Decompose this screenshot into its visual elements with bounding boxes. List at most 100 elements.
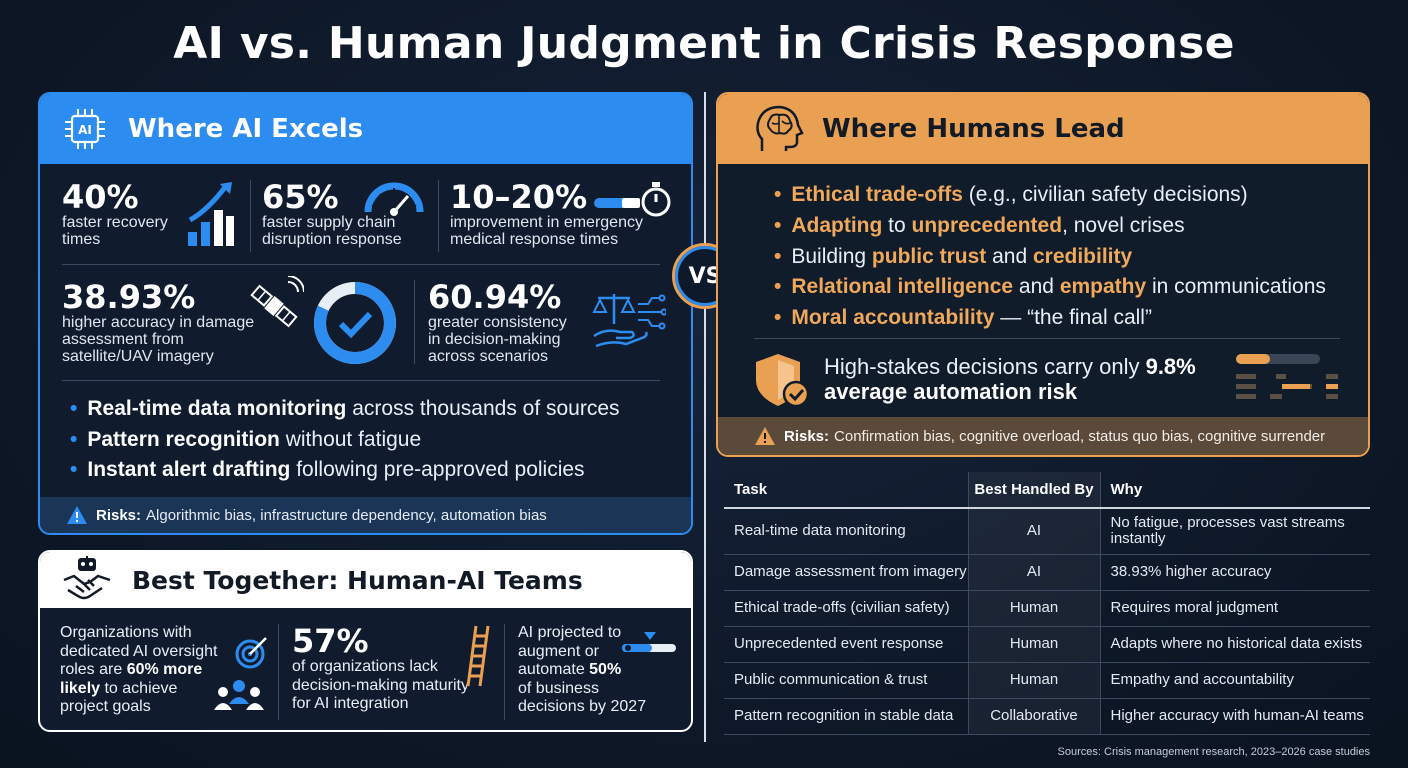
stat-desc: medical response times: [450, 231, 619, 248]
list-item: • Real-time data monitoring across thousa…: [70, 397, 620, 420]
stat-value: 57%: [292, 622, 369, 660]
divider: [278, 624, 279, 720]
risks-label: Risks:: [96, 506, 142, 524]
ai-excels-panel: AI Where AI Excels 40% faster recovery t…: [38, 92, 693, 535]
table-row: Pattern recognition in stable data Colla…: [724, 698, 1370, 735]
table-cell: AI: [967, 508, 1101, 555]
table-cell: Higher accuracy with human-AI teams: [1100, 698, 1370, 735]
stat-desc: satellite/UAV imagery: [62, 348, 214, 365]
ai-capabilities-list: • Real-time data monitoring across thousa…: [70, 394, 620, 486]
stat-desc: higher accuracy in damage: [62, 314, 255, 331]
scales-hand-icon: [592, 288, 668, 355]
team-panel-title: Best Together: Human-AI Teams: [132, 565, 583, 595]
handshake-robot-icon: [63, 556, 111, 600]
stat-desc: greater consistency: [428, 314, 567, 331]
stat-damage-accuracy: 38.93% higher accuracy in damage assessm…: [62, 280, 254, 365]
table-cell: Collaborative: [967, 698, 1101, 735]
table-cell: Damage assessment from imagery: [724, 554, 968, 591]
stakes-text: High-stakes decisions carry only: [824, 354, 1146, 379]
table-cell: Human: [967, 626, 1101, 663]
stat-medical: 10–20% improvement in emergency medical …: [450, 180, 643, 248]
humans-panel-title: Where Humans Lead: [822, 114, 1125, 144]
table-cell: No fatigue, processes vast streams insta…: [1100, 508, 1370, 555]
list-item: • Adapting to unprecedented, novel crises: [774, 213, 1185, 237]
table-cell: 38.93% higher accuracy: [1100, 554, 1370, 591]
table-row: Damage assessment from imagery AI 38.93%…: [724, 554, 1370, 591]
stat-recovery: 40% faster recovery times: [62, 180, 168, 248]
brain-head-icon: [756, 105, 804, 151]
ladder-icon: [458, 624, 492, 693]
stat-value: 65%: [262, 178, 339, 216]
warning-icon: [755, 427, 775, 445]
stat-desc: faster recovery: [62, 214, 168, 231]
table-header-row: Task Best Handled By Why: [724, 472, 1370, 509]
checkmark-donut-icon: [312, 280, 398, 371]
list-item: • Ethical trade-offs (e.g., civilian safe…: [774, 183, 1248, 206]
list-item: • Pattern recognition without fatigue: [70, 427, 422, 451]
table-cell: Adapts where no historical data exists: [1100, 626, 1370, 663]
target-icon: [234, 634, 270, 675]
stakes-value: 9.8%: [1145, 354, 1196, 379]
table-cell: Empathy and accountability: [1100, 662, 1370, 699]
table-row: Unprecedented event response Human Adapt…: [724, 626, 1370, 663]
stakes-subtext: average automation risk: [824, 379, 1078, 404]
list-item: • Instant alert drafting following pre-ap…: [70, 458, 585, 481]
stat-desc: across scenarios: [428, 348, 549, 365]
list-item: • Relational intelligence and empathy in …: [774, 275, 1326, 299]
stat-value: 10–20%: [450, 178, 588, 216]
risk-bars-icon: [1236, 354, 1340, 409]
stat-desc: faster supply chain: [262, 214, 396, 231]
stat-value: 60.94%: [428, 278, 562, 316]
automation-risk-stat: High-stakes decisions carry only 9.8% av…: [824, 354, 1196, 404]
table-cell: Ethical trade-offs (civilian safety): [724, 590, 968, 627]
humans-lead-panel: Where Humans Lead • Ethical trade-offs (e…: [716, 92, 1370, 457]
gauge-icon: [362, 178, 426, 223]
oversight-stat: Organizations with dedicated AI oversigh…: [60, 624, 218, 715]
stat-desc: improvement in emergency: [450, 214, 643, 231]
divider: [504, 624, 505, 720]
stat-value: 40%: [62, 178, 139, 216]
divider: [250, 180, 251, 252]
list-item: • Moral accountability — “the final call”: [774, 306, 1152, 330]
table-cell: Real-time data monitoring: [724, 508, 968, 555]
stat-desc: disruption response: [262, 231, 402, 248]
table-cell: Human: [967, 662, 1101, 699]
table-cell: Public communication & trust: [724, 662, 968, 699]
stat-supply-chain: 65% faster supply chain disruption respo…: [262, 180, 402, 248]
task-comparison-table: Task Best Handled By Why Real-time data …: [724, 472, 1370, 735]
stat-value: 38.93%: [62, 278, 196, 316]
ai-panel-title: Where AI Excels: [128, 114, 364, 144]
ai-panel-header: AI Where AI Excels: [40, 94, 691, 164]
automation-projection-stat: AI projected to augment or automate 50% …: [518, 624, 647, 715]
sources-note: Sources: Crisis management research, 202…: [1057, 746, 1370, 758]
team-panel-header: Best Together: Human-AI Teams: [40, 552, 691, 608]
ai-risks-bar: Risks: Algorithmic bias, infrastructure …: [40, 497, 691, 533]
humans-panel-header: Where Humans Lead: [718, 94, 1368, 164]
divider: [62, 264, 660, 265]
table-cell: Pattern recognition in stable data: [724, 698, 968, 735]
column-header: Why: [1100, 472, 1370, 509]
divider: [754, 338, 1340, 339]
slider-arrow-icon: [620, 630, 680, 665]
satellite-icon: [248, 275, 305, 337]
table-cell: Human: [967, 590, 1101, 627]
stat-desc: assessment from: [62, 331, 184, 348]
maturity-stat: 57% of organizations lack decision-makin…: [292, 622, 469, 712]
team-people-icon: [212, 678, 266, 719]
table-cell: Unprecedented event response: [724, 626, 968, 663]
page-title: AI vs. Human Judgment in Crisis Response: [173, 18, 1235, 69]
list-item: • Building public trust and credibility: [774, 244, 1133, 268]
column-header: Best Handled By: [967, 472, 1101, 509]
stopwatch-icon: [592, 178, 674, 223]
table-row: Ethical trade-offs (civilian safety) Hum…: [724, 590, 1370, 627]
table-cell: Requires moral judgment: [1100, 590, 1370, 627]
human-strengths-list: • Ethical trade-offs (e.g., civilian safe…: [774, 180, 1326, 334]
shield-check-icon: [752, 350, 812, 415]
divider: [62, 380, 660, 381]
ai-chip-label: AI: [78, 123, 92, 137]
human-risks-bar: Risks: Confirmation bias, cognitive over…: [718, 417, 1368, 455]
table-row: Real-time data monitoring AI No fatigue,…: [724, 508, 1370, 555]
growth-chart-icon: [186, 180, 236, 255]
table-row: Public communication & trust Human Empat…: [724, 662, 1370, 699]
stat-desc: in decision-making: [428, 331, 561, 348]
